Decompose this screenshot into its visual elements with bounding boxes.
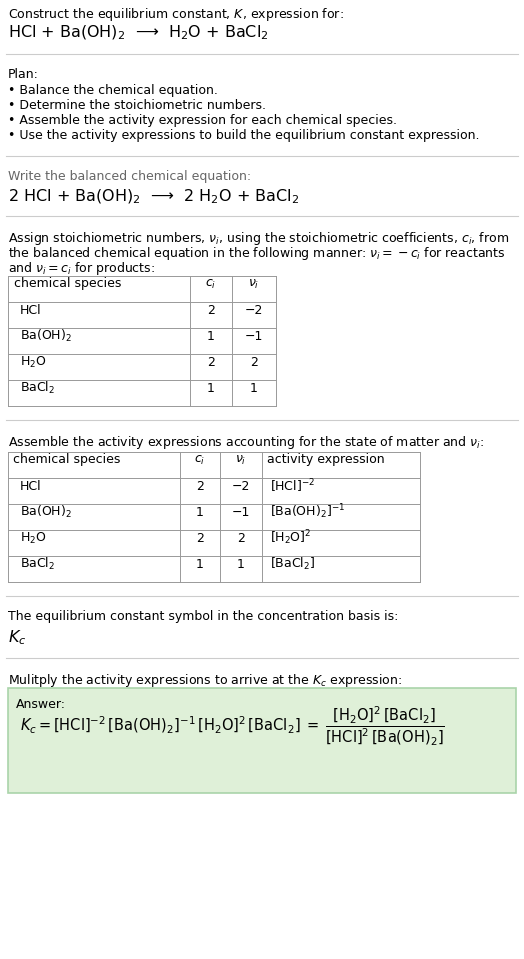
Text: Assign stoichiometric numbers, $\nu_i$, using the stoichiometric coefficients, $: Assign stoichiometric numbers, $\nu_i$, … (8, 230, 509, 247)
Text: −2: −2 (232, 480, 250, 493)
Text: Mulitply the activity expressions to arrive at the $K_c$ expression:: Mulitply the activity expressions to arr… (8, 672, 402, 689)
Text: the balanced chemical equation in the following manner: $\nu_i = -c_i$ for react: the balanced chemical equation in the fo… (8, 245, 506, 262)
Text: 2: 2 (207, 303, 215, 316)
Text: 2: 2 (196, 480, 204, 493)
Text: HCl: HCl (20, 303, 41, 316)
Text: 1: 1 (207, 330, 215, 342)
Text: 1: 1 (196, 557, 204, 571)
Text: −1: −1 (245, 330, 263, 342)
Text: and $\nu_i = c_i$ for products:: and $\nu_i = c_i$ for products: (8, 260, 155, 277)
Text: 1: 1 (250, 382, 258, 394)
Text: $K_c$: $K_c$ (8, 628, 26, 646)
Text: Construct the equilibrium constant, $K$, expression for:: Construct the equilibrium constant, $K$,… (8, 6, 344, 23)
Text: HCl: HCl (20, 480, 41, 493)
Text: $\nu_i$: $\nu_i$ (235, 454, 247, 466)
Text: BaCl$_2$: BaCl$_2$ (20, 556, 55, 573)
Text: chemical species: chemical species (14, 277, 122, 291)
Text: 2: 2 (250, 356, 258, 368)
Text: −2: −2 (245, 303, 263, 316)
Text: Assemble the activity expressions accounting for the state of matter and $\nu_i$: Assemble the activity expressions accoun… (8, 434, 484, 451)
Bar (8, 688, 516, 793)
Text: [HCl]$^{-2}$: [HCl]$^{-2}$ (270, 478, 315, 495)
Text: [Ba(OH)$_2$]$^{-1}$: [Ba(OH)$_2$]$^{-1}$ (270, 503, 345, 522)
Text: 2 HCl + Ba(OH)$_2$  ⟶  2 H$_2$O + BaCl$_2$: 2 HCl + Ba(OH)$_2$ ⟶ 2 H$_2$O + BaCl$_2$ (8, 188, 299, 206)
Text: HCl + Ba(OH)$_2$  ⟶  H$_2$O + BaCl$_2$: HCl + Ba(OH)$_2$ ⟶ H$_2$O + BaCl$_2$ (8, 24, 269, 42)
Text: The equilibrium constant symbol in the concentration basis is:: The equilibrium constant symbol in the c… (8, 610, 398, 623)
Text: • Use the activity expressions to build the equilibrium constant expression.: • Use the activity expressions to build … (8, 129, 479, 142)
Text: [BaCl$_2$]: [BaCl$_2$] (270, 556, 315, 573)
Text: 2: 2 (237, 531, 245, 545)
Text: 1: 1 (196, 505, 204, 519)
Text: Plan:: Plan: (8, 68, 39, 81)
Text: BaCl$_2$: BaCl$_2$ (20, 380, 55, 396)
Text: Answer:: Answer: (16, 698, 66, 711)
Text: 1: 1 (207, 382, 215, 394)
Text: activity expression: activity expression (267, 454, 385, 466)
Text: 2: 2 (207, 356, 215, 368)
Text: Ba(OH)$_2$: Ba(OH)$_2$ (20, 503, 72, 520)
Text: H$_2$O: H$_2$O (20, 530, 47, 546)
Text: • Determine the stoichiometric numbers.: • Determine the stoichiometric numbers. (8, 99, 266, 112)
Text: $K_c = \mathrm{[HCl]^{-2}\,[Ba(OH)_2]^{-1}\,[H_2O]^2\,[BaCl_2]}$$\; = \; \dfrac{: $K_c = \mathrm{[HCl]^{-2}\,[Ba(OH)_2]^{-… (20, 704, 445, 748)
Text: [H$_2$O]$^2$: [H$_2$O]$^2$ (270, 528, 311, 548)
Text: $c_i$: $c_i$ (194, 454, 205, 466)
Text: H$_2$O: H$_2$O (20, 355, 47, 369)
Text: $\nu_i$: $\nu_i$ (248, 277, 260, 291)
Text: 1: 1 (237, 557, 245, 571)
Text: Ba(OH)$_2$: Ba(OH)$_2$ (20, 328, 72, 344)
Text: −1: −1 (232, 505, 250, 519)
Text: $c_i$: $c_i$ (205, 277, 216, 291)
Text: • Assemble the activity expression for each chemical species.: • Assemble the activity expression for e… (8, 114, 397, 127)
Text: chemical species: chemical species (13, 454, 121, 466)
Text: • Balance the chemical equation.: • Balance the chemical equation. (8, 84, 218, 97)
Text: 2: 2 (196, 531, 204, 545)
Text: Write the balanced chemical equation:: Write the balanced chemical equation: (8, 170, 251, 183)
